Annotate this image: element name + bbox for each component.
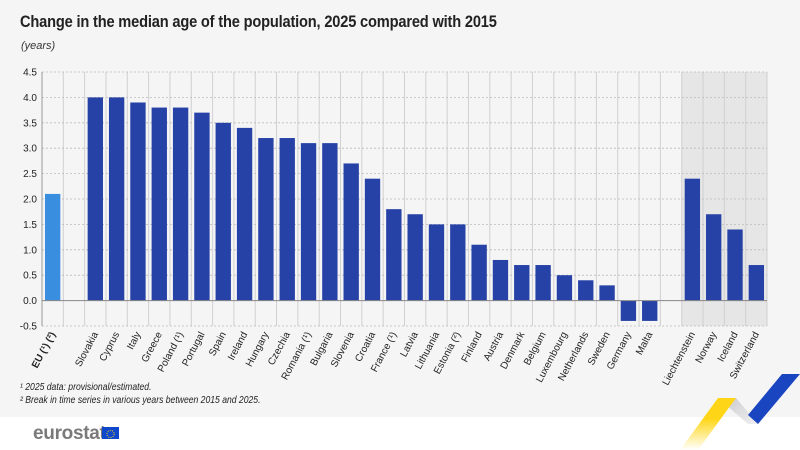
bar-liechtenstein (684, 178, 701, 301)
footnote-2: ² Break in time series in various years … (20, 395, 261, 406)
y-tick-label: 0.5 (23, 271, 37, 282)
bar-estonia (450, 224, 466, 301)
bar-iceland (727, 229, 743, 301)
y-tick-label: 0.0 (23, 296, 37, 307)
bar-latvia (407, 214, 423, 301)
y-tick-label: 4.0 (23, 93, 37, 104)
blue-chevron (748, 374, 800, 424)
bar-hungary (258, 138, 274, 301)
bar-austria (492, 259, 509, 301)
y-tick-label: 3.5 (23, 118, 37, 129)
bar-germany (620, 300, 637, 321)
bar-finland (471, 244, 487, 301)
bar-ireland (236, 127, 253, 301)
eu-flag-icon (102, 427, 119, 439)
bar-poland (172, 107, 189, 301)
bar-bulgaria (322, 143, 338, 301)
y-tick-label: -0.5 (20, 322, 38, 333)
bar-portugal (194, 112, 210, 301)
y-tick-label: 2.0 (23, 195, 37, 206)
bar-denmark (514, 265, 530, 301)
y-axis-unit: (years) (21, 40, 56, 52)
bar-malta (642, 300, 658, 321)
bar-belgium (535, 265, 551, 301)
bar-romania (300, 143, 317, 301)
bar-switzerland (748, 265, 765, 301)
bar-sweden (599, 285, 615, 301)
footnote-1: ¹ 2025 data: provisional/estimated. (20, 382, 152, 393)
bar-croatia (364, 178, 381, 301)
bar-eu (44, 193, 61, 301)
bar-slovenia (343, 163, 359, 301)
y-tick-label: 1.5 (23, 220, 37, 231)
y-tick-label: 4.5 (23, 68, 37, 79)
bar-cyprus (108, 97, 125, 301)
bar-norway (706, 214, 722, 301)
bar-italy (130, 102, 146, 301)
bar-chart: -0.50.00.51.01.52.02.53.03.54.04.5EU (¹)… (20, 68, 768, 387)
y-tick-label: 1.0 (23, 245, 37, 256)
bar-czechia (279, 138, 295, 301)
bar-slovakia (87, 97, 103, 301)
eurostat-logo: eurostat (33, 423, 106, 444)
y-tick-label: 3.0 (23, 144, 37, 155)
bar-greece (151, 107, 167, 301)
bar-luxembourg (556, 275, 573, 301)
bar-spain (215, 122, 231, 301)
bar-netherlands (578, 280, 594, 301)
y-tick-label: 2.5 (23, 169, 37, 180)
yellow-chevron (680, 398, 736, 450)
bar-lithuania (428, 224, 445, 301)
bar-france (386, 209, 402, 301)
chart-title: Change in the median age of the populati… (20, 12, 497, 31)
